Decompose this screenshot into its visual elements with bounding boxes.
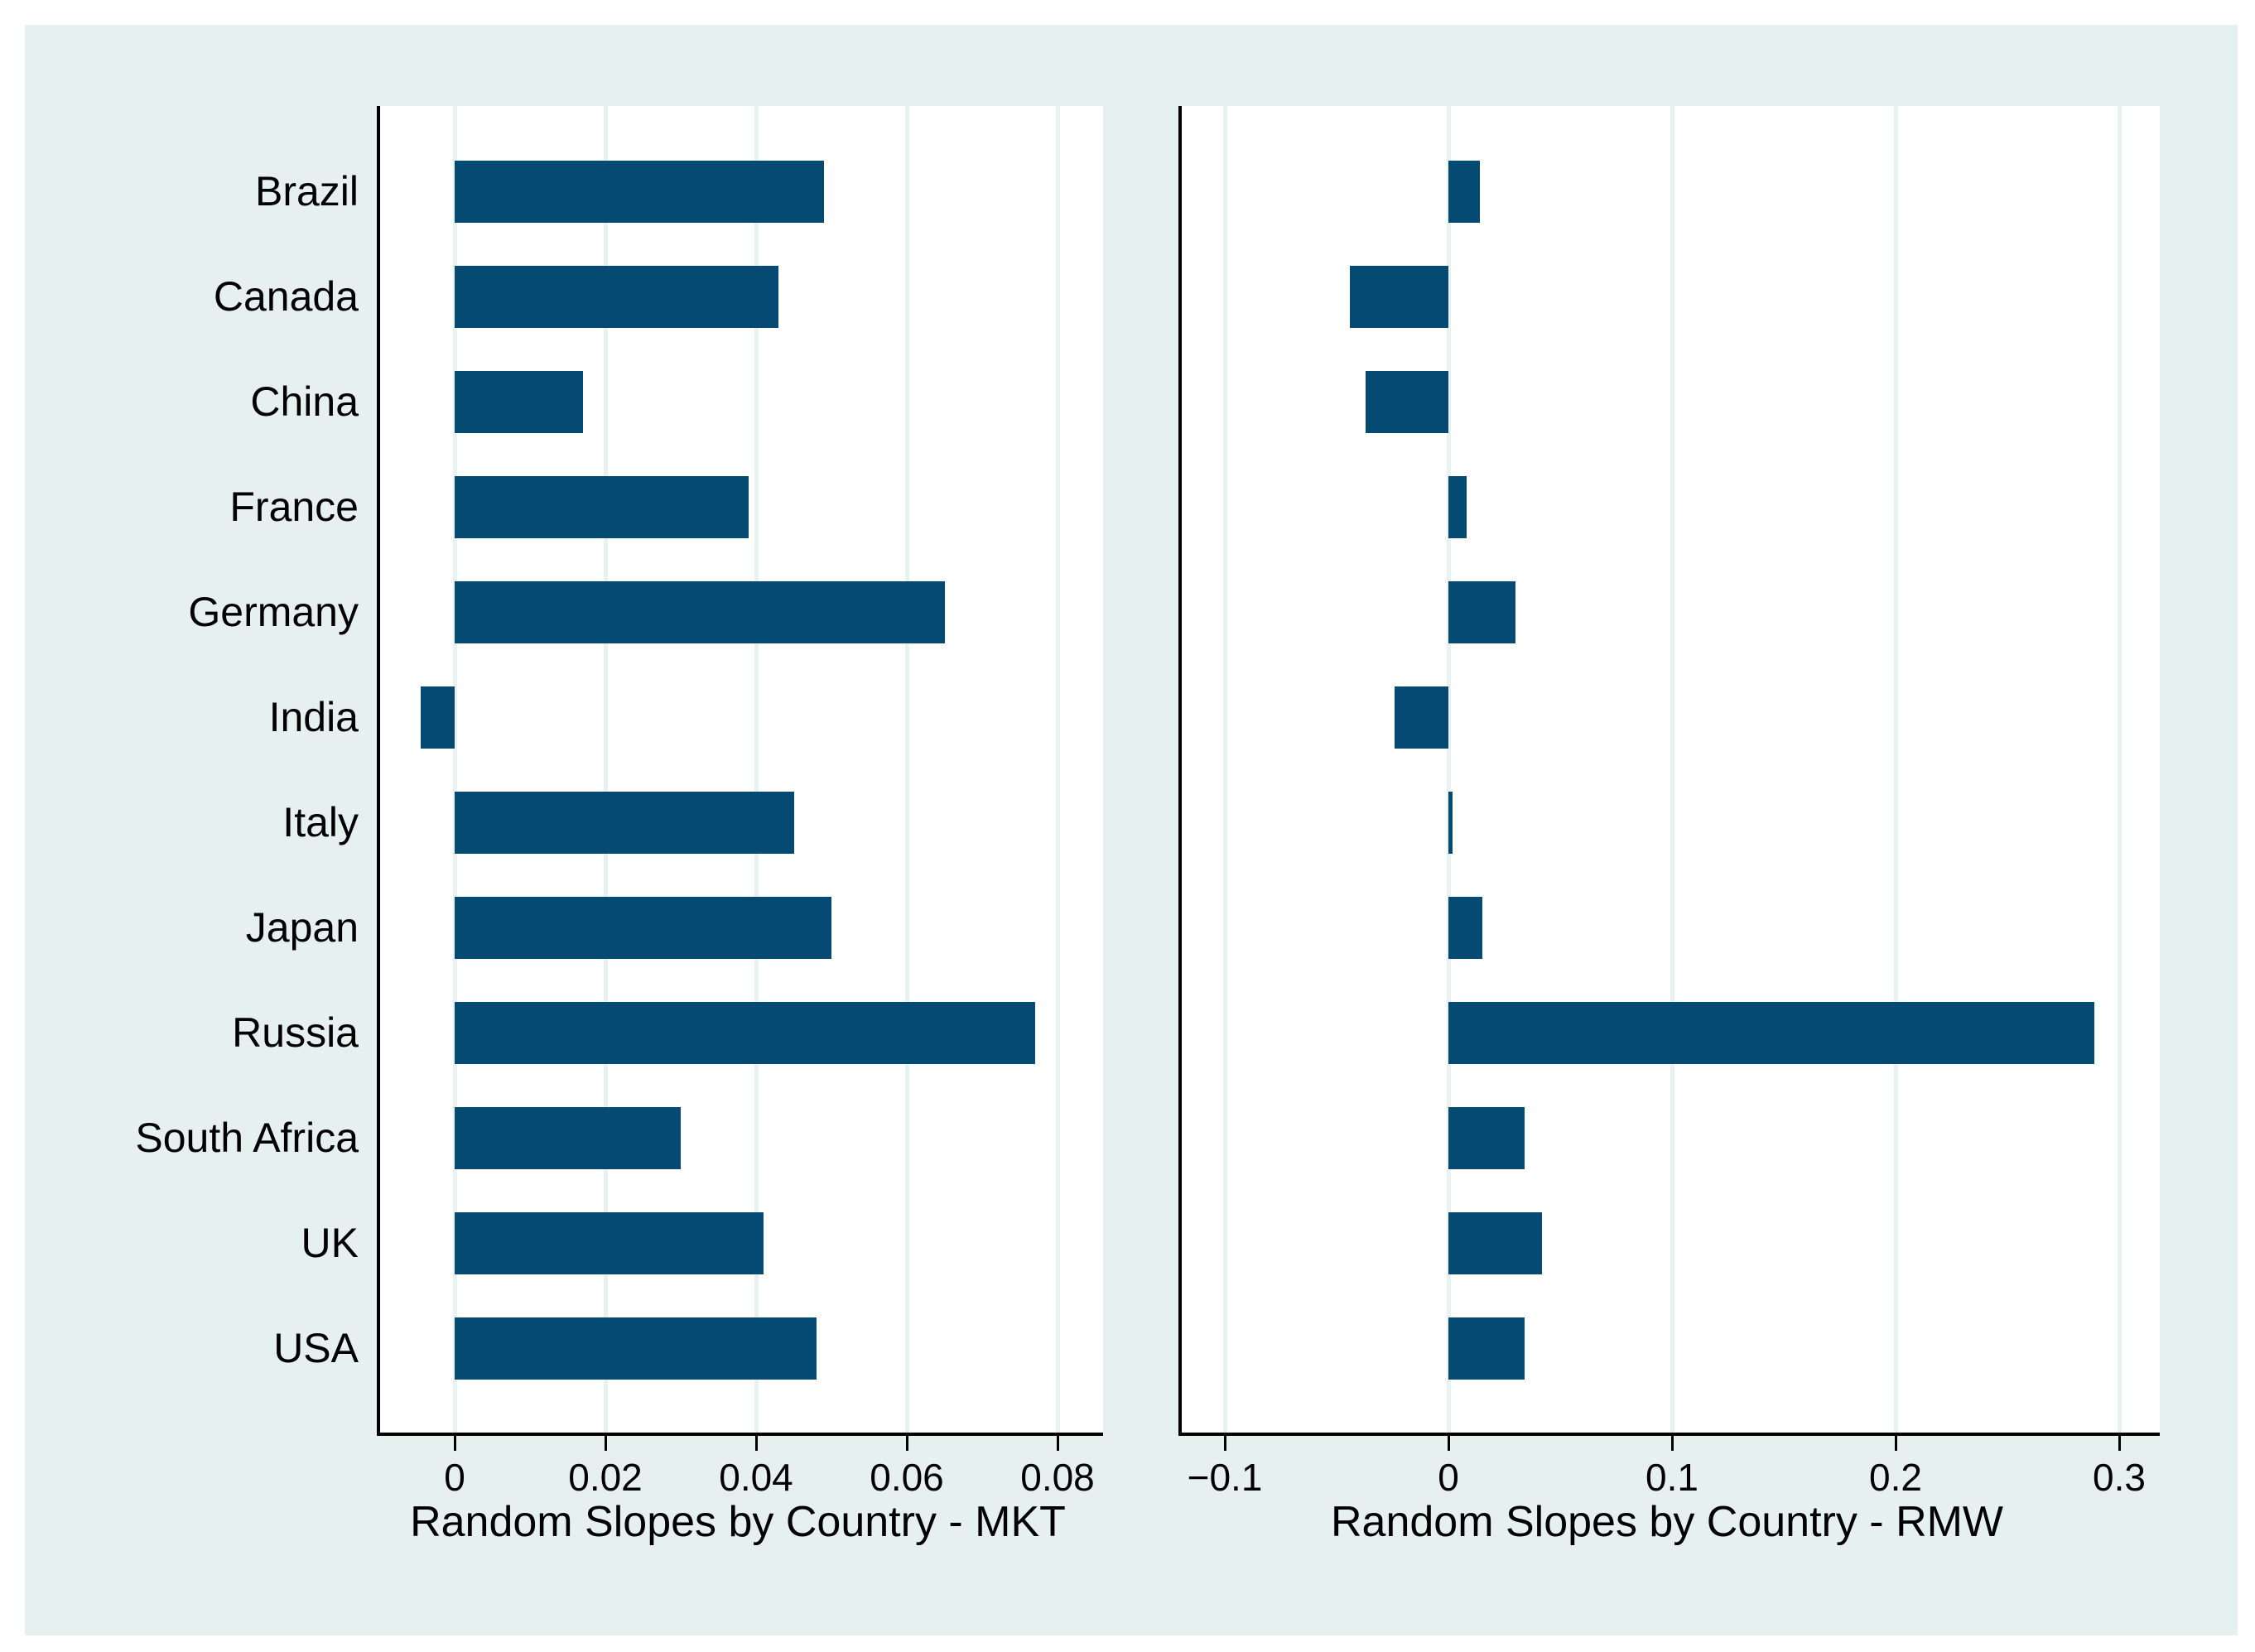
y-label-france: France [229, 484, 359, 530]
x-tick-−0.1 [1223, 1436, 1226, 1451]
gridline-0.04 [754, 106, 759, 1433]
graph-background: 0 0.02 0.04 0.06 0.08 −0.1 0 0.1 0.2 0.3 Brazil Ca… [25, 25, 2238, 1635]
bar-india-mkt [421, 686, 455, 749]
y-label-india: India [268, 694, 359, 740]
bar-japan-rmw [1448, 896, 1482, 959]
bar-france-mkt [455, 475, 749, 538]
bar-usa-rmw [1448, 1317, 1525, 1380]
bar-italy-mkt [455, 791, 794, 854]
x-tick-0.02 [604, 1436, 607, 1451]
bar-china-mkt [455, 370, 583, 433]
gridline-0.1 [1670, 106, 1674, 1433]
gridline-0.2 [1893, 106, 1898, 1433]
x-tick-0 [1447, 1436, 1450, 1451]
bar-south-africa-mkt [455, 1106, 681, 1169]
bar-russia-mkt [455, 1001, 1035, 1064]
x-tick-0.3 [2118, 1436, 2121, 1451]
bar-italy-rmw [1448, 791, 1453, 854]
x-tick-label-0.02: 0.02 [568, 1456, 643, 1499]
x-tick-0.2 [1894, 1436, 1897, 1451]
bar-germany-mkt [455, 580, 945, 643]
bar-usa-mkt [455, 1317, 817, 1380]
x-tick-0.08 [1056, 1436, 1059, 1451]
gridline-−0.1 [1222, 106, 1227, 1433]
bar-brazil-rmw [1448, 160, 1480, 223]
y-label-china: China [250, 378, 359, 425]
bar-uk-mkt [455, 1211, 764, 1274]
x-tick-label-0.1: 0.1 [1645, 1456, 1698, 1499]
x-tick-0.1 [1670, 1436, 1674, 1451]
bar-france-rmw [1448, 475, 1467, 538]
x-axis-title-mkt: Random Slopes by Country - MKT [410, 1498, 1066, 1546]
gridline-0.3 [2117, 106, 2122, 1433]
y-label-uk: UK [301, 1220, 359, 1266]
x-tick-label-0.04: 0.04 [719, 1456, 793, 1499]
bar-canada-mkt [455, 265, 779, 328]
y-label-brazil: Brazil [254, 168, 359, 214]
bar-germany-rmw [1448, 580, 1515, 643]
plot-area-mkt [377, 106, 1103, 1436]
bar-china-rmw [1366, 370, 1448, 433]
x-tick-label-−0.1: −0.1 [1187, 1456, 1263, 1499]
bar-canada-rmw [1350, 265, 1448, 328]
x-tick-label-0.08: 0.08 [1020, 1456, 1095, 1499]
bar-south-africa-rmw [1448, 1106, 1525, 1169]
gridline-0 [452, 106, 457, 1433]
plot-area-rmw [1178, 106, 2160, 1436]
x-axis-title-rmw: Random Slopes by Country - RMW [1330, 1498, 2004, 1546]
bar-uk-rmw [1448, 1211, 1543, 1274]
x-tick-0 [453, 1436, 456, 1451]
x-tick-label-0: 0 [444, 1456, 465, 1499]
x-tick-label-0: 0 [1438, 1456, 1459, 1499]
y-label-japan: Japan [245, 904, 359, 951]
gridline-0.06 [904, 106, 909, 1433]
y-label-south-africa: South Africa [135, 1115, 359, 1161]
y-label-germany: Germany [188, 589, 359, 635]
x-tick-label-0.3: 0.3 [2093, 1456, 2146, 1499]
x-tick-0.04 [754, 1436, 758, 1451]
x-tick-label-0.2: 0.2 [1869, 1456, 1922, 1499]
bar-india-rmw [1395, 686, 1448, 749]
y-label-italy: Italy [282, 799, 359, 845]
gridline-0.02 [603, 106, 608, 1433]
bar-brazil-mkt [455, 160, 824, 223]
y-label-usa: USA [273, 1325, 359, 1371]
y-label-russia: Russia [232, 1009, 359, 1056]
gridline-0 [1446, 106, 1451, 1433]
y-label-canada: Canada [213, 273, 359, 320]
bar-russia-rmw [1448, 1001, 2095, 1064]
x-tick-0.06 [905, 1436, 908, 1451]
gridline-0.08 [1055, 106, 1060, 1433]
x-tick-label-0.06: 0.06 [870, 1456, 944, 1499]
bar-japan-mkt [455, 896, 831, 959]
